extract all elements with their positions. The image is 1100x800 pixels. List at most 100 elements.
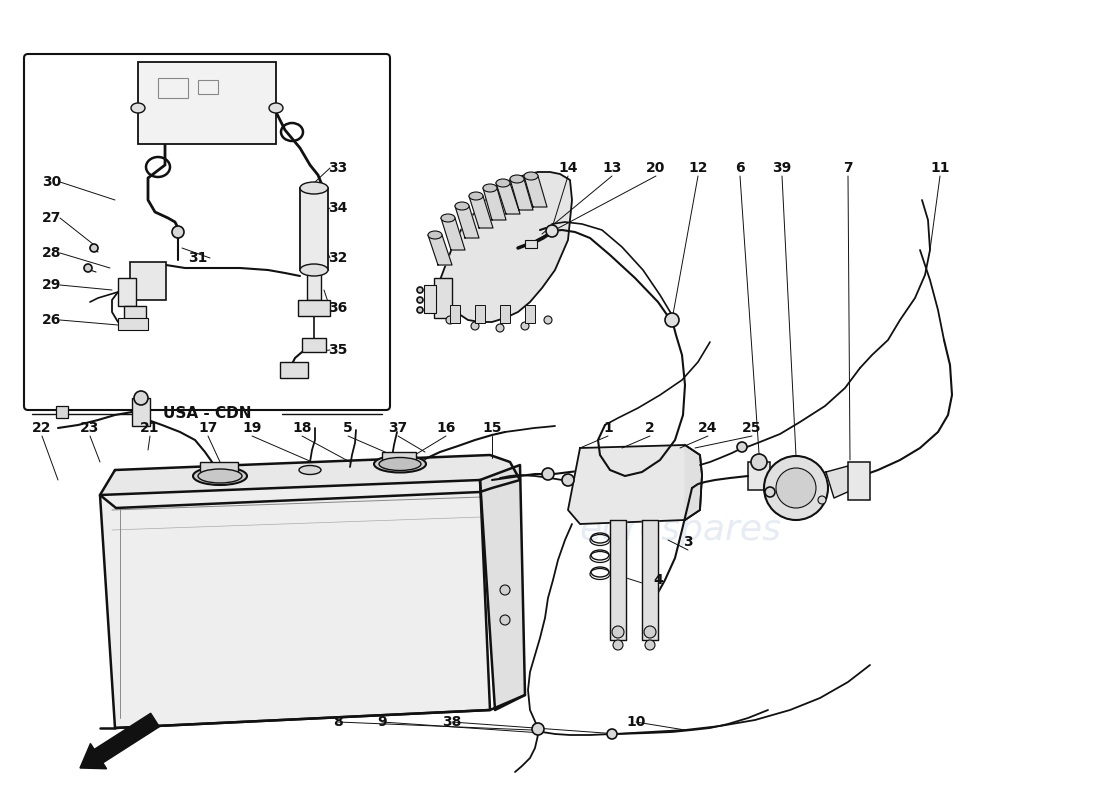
Circle shape xyxy=(764,487,776,497)
Text: 23: 23 xyxy=(80,421,100,435)
Text: 39: 39 xyxy=(772,161,792,175)
Polygon shape xyxy=(483,188,506,220)
Bar xyxy=(118,318,148,330)
Bar xyxy=(200,462,238,478)
Text: 19: 19 xyxy=(242,421,262,435)
Ellipse shape xyxy=(510,175,524,183)
Text: 26: 26 xyxy=(42,313,62,327)
Ellipse shape xyxy=(198,469,242,483)
Circle shape xyxy=(446,316,454,324)
Circle shape xyxy=(90,244,98,252)
Polygon shape xyxy=(455,206,478,238)
Ellipse shape xyxy=(469,192,483,200)
Text: 7: 7 xyxy=(844,161,852,175)
Circle shape xyxy=(172,226,184,238)
Text: 16: 16 xyxy=(437,421,455,435)
Bar xyxy=(525,305,535,323)
Circle shape xyxy=(644,626,656,638)
Polygon shape xyxy=(469,196,493,228)
Text: 6: 6 xyxy=(735,161,745,175)
Text: 32: 32 xyxy=(328,251,348,265)
Bar xyxy=(118,278,136,306)
Bar xyxy=(302,338,326,352)
Circle shape xyxy=(666,313,679,327)
Text: 25: 25 xyxy=(742,421,761,435)
Polygon shape xyxy=(480,465,525,710)
Text: 10: 10 xyxy=(626,715,646,729)
Text: 12: 12 xyxy=(689,161,707,175)
Circle shape xyxy=(751,454,767,470)
Ellipse shape xyxy=(299,466,321,474)
Text: 34: 34 xyxy=(328,201,348,215)
Bar xyxy=(475,305,485,323)
Bar xyxy=(500,305,510,323)
Circle shape xyxy=(532,723,544,735)
Polygon shape xyxy=(524,176,547,207)
Ellipse shape xyxy=(300,182,328,194)
Polygon shape xyxy=(496,183,520,214)
Bar xyxy=(525,240,537,248)
Text: 20: 20 xyxy=(647,161,666,175)
Polygon shape xyxy=(441,218,465,250)
Text: 9: 9 xyxy=(377,715,387,729)
Ellipse shape xyxy=(496,179,510,187)
Text: 29: 29 xyxy=(42,278,62,292)
Ellipse shape xyxy=(270,103,283,113)
Circle shape xyxy=(737,442,747,452)
Text: 27: 27 xyxy=(42,211,62,225)
Circle shape xyxy=(776,468,816,508)
Text: 31: 31 xyxy=(188,251,208,265)
Bar xyxy=(848,462,870,500)
Text: USA - CDN: USA - CDN xyxy=(163,406,251,422)
Bar xyxy=(748,462,770,490)
Text: 8: 8 xyxy=(333,715,343,729)
Circle shape xyxy=(645,640,654,650)
Circle shape xyxy=(417,287,424,293)
Polygon shape xyxy=(685,445,702,520)
Text: 18: 18 xyxy=(293,421,311,435)
Ellipse shape xyxy=(379,458,421,470)
Text: 28: 28 xyxy=(42,246,62,260)
Circle shape xyxy=(500,615,510,625)
Text: eurospares: eurospares xyxy=(579,513,781,547)
FancyArrow shape xyxy=(80,714,160,769)
Bar xyxy=(382,452,416,466)
Circle shape xyxy=(134,391,148,405)
Text: 30: 30 xyxy=(43,175,62,189)
Bar xyxy=(434,278,452,318)
Circle shape xyxy=(562,474,574,486)
Ellipse shape xyxy=(483,184,497,192)
Circle shape xyxy=(607,729,617,739)
Text: 4: 4 xyxy=(653,573,663,587)
Circle shape xyxy=(546,225,558,237)
Circle shape xyxy=(417,307,424,313)
Circle shape xyxy=(521,322,529,330)
Text: 37: 37 xyxy=(388,421,408,435)
Ellipse shape xyxy=(524,172,538,180)
Circle shape xyxy=(471,322,478,330)
Polygon shape xyxy=(100,455,520,508)
Circle shape xyxy=(500,585,510,595)
Bar xyxy=(56,406,68,418)
Text: 3: 3 xyxy=(683,535,693,549)
Ellipse shape xyxy=(131,103,145,113)
Circle shape xyxy=(542,468,554,480)
Polygon shape xyxy=(440,172,572,322)
Text: 13: 13 xyxy=(603,161,622,175)
Circle shape xyxy=(612,626,624,638)
Bar xyxy=(450,305,460,323)
Bar xyxy=(298,300,330,316)
Ellipse shape xyxy=(428,231,442,239)
Circle shape xyxy=(84,264,92,272)
Bar xyxy=(424,285,436,313)
Polygon shape xyxy=(826,466,852,498)
Text: 14: 14 xyxy=(558,161,578,175)
Ellipse shape xyxy=(441,214,455,222)
Text: 33: 33 xyxy=(329,161,348,175)
Circle shape xyxy=(764,456,828,520)
Circle shape xyxy=(496,324,504,332)
FancyBboxPatch shape xyxy=(24,54,390,410)
Text: 1: 1 xyxy=(603,421,613,435)
Ellipse shape xyxy=(455,202,469,210)
Bar xyxy=(138,62,276,144)
